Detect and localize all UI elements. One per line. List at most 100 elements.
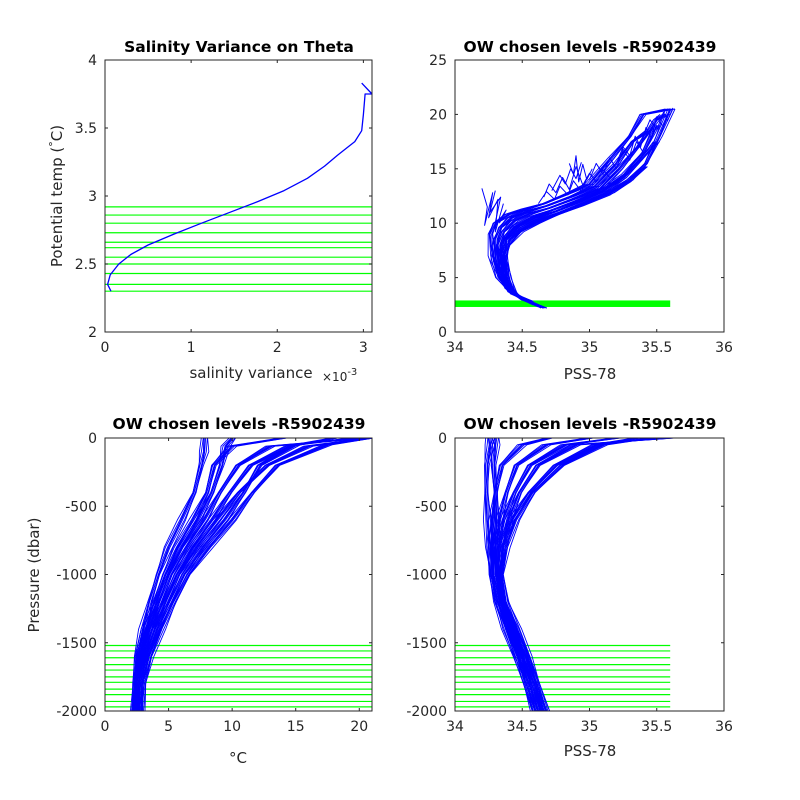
data-layer [455, 107, 676, 309]
profile-line [133, 438, 233, 711]
x-tick-label: 34 [446, 719, 464, 735]
profile-line [136, 438, 236, 711]
profile-line [501, 438, 674, 711]
profile-line [498, 141, 654, 308]
panel-2-xlabel: PSS-78 [564, 365, 617, 383]
x-tick-label: 35 [581, 340, 599, 356]
panel-4-title: OW chosen levels -R5902439 [464, 415, 717, 433]
profile-line [502, 438, 654, 711]
profile-line [501, 166, 646, 306]
panel-1-title: Salinity Variance on Theta [124, 38, 354, 56]
profile-line [138, 438, 353, 711]
panel-theta-salinity: OW chosen levels -R5902439 34 34.5 35 35.5 3… [429, 38, 733, 383]
ylabel-degree: ° [47, 141, 60, 147]
profile-line [502, 166, 645, 306]
profile-line [133, 438, 283, 711]
ylabel-part-1: Potential temp ( [48, 147, 66, 267]
x-tick-label: 35.5 [641, 719, 672, 735]
profile-line [494, 130, 648, 305]
profile-line [484, 438, 536, 711]
profile-line [543, 166, 611, 198]
y-tick-label: 15 [429, 162, 447, 178]
profile-line [491, 108, 676, 302]
y-tick-label: 0 [438, 431, 447, 447]
y-tick-label: 3 [88, 189, 97, 205]
y-tick-label: -500 [65, 499, 97, 515]
y-tick-label: 2.5 [75, 257, 97, 273]
x-exponent-power: -3 [347, 367, 357, 378]
profile-line [502, 166, 645, 306]
profile-line [484, 438, 536, 711]
profile-line [504, 166, 648, 306]
y-tick-label: -1000 [56, 568, 97, 584]
data-layer [105, 82, 372, 292]
y-tick-label: 25 [429, 53, 447, 69]
y-tick-label: -1500 [56, 636, 97, 652]
y-tick-label: 0 [438, 325, 447, 341]
panel-4-plot-area: 34 34.5 35 35.5 36 0 -500 -1000 -1500 -2000 [406, 431, 733, 735]
profile-line [138, 438, 338, 711]
panel-1-x-exponent: ×10-3 [322, 367, 357, 384]
panel-3-ylabel: Pressure (dbar) [25, 518, 43, 633]
profile-line [488, 108, 670, 302]
data-layer [455, 438, 674, 711]
profile-line [498, 438, 620, 711]
profile-line [492, 438, 589, 711]
profile-line [495, 438, 593, 711]
y-tick-label: 20 [429, 107, 447, 123]
y-tick-label: 4 [88, 53, 97, 69]
y-tick-label: 10 [429, 216, 447, 232]
panel-salinity-variance: Salinity Variance on Theta 0 1 2 3 2 2.5 3 3.5 4… [47, 38, 373, 384]
x-tick-label: 0 [101, 719, 110, 735]
y-tick-label: -1000 [406, 568, 447, 584]
panel-1-ylabel: Potential temp (°C) [47, 125, 66, 267]
y-tick-label: 3.5 [75, 121, 97, 137]
data-layer [105, 438, 372, 711]
profile-line [502, 438, 654, 711]
panel-pressure-temperature: OW chosen levels -R5902439 0 5 10 15 20 0 -500… [25, 415, 373, 767]
panel-2-title: OW chosen levels -R5902439 [464, 38, 717, 56]
x-tick-label: 20 [350, 719, 368, 735]
x-tick-label: 34.5 [507, 340, 538, 356]
x-tick-label: 35.5 [641, 340, 672, 356]
panel-1-plot-area: 0 1 2 3 2 2.5 3 3.5 4 [75, 53, 373, 356]
profile-line [144, 438, 372, 711]
profile-line [505, 166, 648, 306]
panel-pressure-salinity: OW chosen levels -R5902439 34 34.5 35 35.5 3… [406, 415, 733, 760]
profile-line [537, 178, 588, 204]
profile-line [505, 166, 648, 306]
x-tick-label: 0 [101, 340, 110, 356]
panel-2-plot-area: 34 34.5 35 35.5 36 0 5 10 15 20 25 [429, 53, 733, 356]
panel-3-title: OW chosen levels -R5902439 [113, 415, 366, 433]
profile-line [494, 438, 616, 711]
profile-line [551, 162, 582, 191]
profile-line [490, 130, 646, 305]
profile-line [131, 438, 204, 711]
profile-line [489, 190, 507, 230]
chosen-levels-band [455, 300, 671, 307]
profile-line [133, 438, 232, 711]
profile-line [138, 438, 338, 711]
profile-line [615, 116, 663, 164]
profile-line [133, 438, 233, 711]
profile-line [142, 438, 357, 711]
profile-line [501, 438, 674, 711]
panel-3-xlabel: °C [229, 749, 247, 767]
x-tick-label: 1 [187, 340, 196, 356]
profile-line [496, 438, 617, 711]
x-tick-label: 34 [446, 340, 464, 356]
y-tick-label: -2000 [406, 704, 447, 720]
profile-line [500, 141, 656, 308]
x-tick-label: 2 [273, 340, 282, 356]
profile-line [136, 438, 236, 711]
profile-line [503, 141, 658, 308]
profile-line [498, 438, 620, 711]
panel-4-xlabel: PSS-78 [564, 742, 617, 760]
panel-1-xlabel: salinity variance [189, 364, 312, 382]
y-tick-label: -2000 [56, 704, 97, 720]
y-tick-label: 5 [438, 271, 447, 287]
profile-line [138, 438, 353, 711]
profile-line [144, 438, 372, 711]
ylabel-part-2: C) [48, 125, 66, 141]
